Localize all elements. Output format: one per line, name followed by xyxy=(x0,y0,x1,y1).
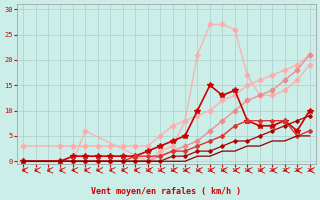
X-axis label: Vent moyen/en rafales ( km/h ): Vent moyen/en rafales ( km/h ) xyxy=(91,187,241,196)
